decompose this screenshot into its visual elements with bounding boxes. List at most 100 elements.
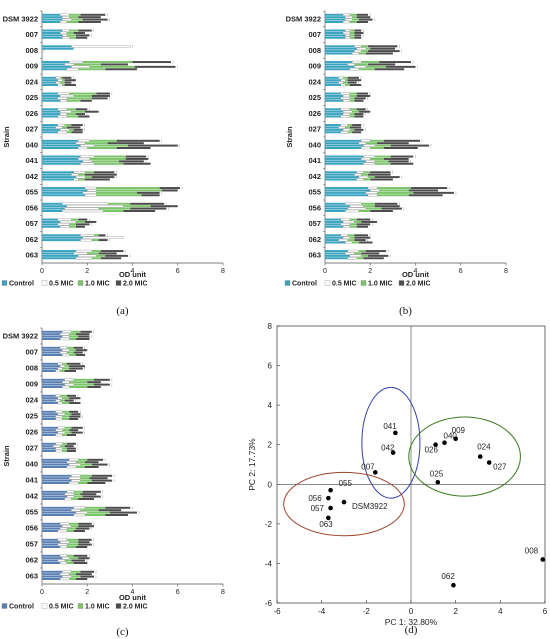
bar-segment — [55, 442, 63, 445]
bar-segment — [325, 131, 341, 134]
bar-segment — [69, 128, 74, 131]
bar-segment — [42, 225, 61, 228]
bar-segment — [367, 50, 400, 53]
bar-segment — [123, 210, 156, 212]
bar-segment — [42, 81, 56, 84]
bar-segment — [87, 511, 110, 514]
pca-point-label: 040 — [444, 432, 458, 441]
bar-segment — [64, 207, 99, 210]
bar-segment — [73, 490, 83, 493]
bar-segment — [42, 386, 63, 388]
bar-segment — [69, 333, 76, 336]
bar-segment — [42, 131, 58, 134]
strain-label: 055 — [25, 508, 38, 517]
bar-segment — [55, 399, 61, 402]
bar-segment — [71, 18, 83, 21]
bar-segment — [69, 458, 79, 461]
bar-segment — [354, 34, 362, 37]
legend-swatch — [77, 280, 84, 286]
bar-segment — [66, 346, 74, 349]
bar-segment — [325, 61, 353, 64]
bar-segment — [363, 171, 371, 174]
bar-segment — [325, 31, 344, 34]
bar-segment — [42, 21, 61, 23]
bar-segment — [66, 68, 79, 71]
strain-label: 062 — [25, 235, 38, 244]
bar-segment — [42, 378, 65, 381]
bar-segment — [349, 68, 360, 71]
x-tick-label: 8 — [221, 589, 225, 596]
strain-label: 042 — [308, 172, 321, 181]
bar-segment — [66, 434, 76, 436]
bar-segment — [73, 378, 95, 381]
bar-segment — [345, 18, 353, 21]
bar-segment — [62, 381, 70, 384]
bar-segment — [358, 68, 375, 71]
bar-segment — [75, 108, 88, 111]
bar-segment — [325, 128, 344, 131]
bar-segment — [78, 543, 92, 546]
bar-segment — [62, 202, 108, 205]
bar-segment — [91, 250, 101, 253]
bar-segment — [59, 110, 72, 113]
bar-segment — [325, 79, 341, 82]
bar-segment — [349, 21, 357, 23]
bar-segment — [89, 157, 126, 160]
bar-segment — [42, 34, 63, 37]
bar-segment — [84, 176, 92, 179]
bar-segment — [130, 202, 165, 205]
bar-segment — [78, 538, 92, 541]
bar-segment — [59, 545, 68, 549]
bar-segment — [325, 34, 346, 37]
bar-segment — [363, 162, 375, 165]
bar-segment — [64, 365, 70, 368]
bar-segment — [75, 349, 88, 352]
bar-segment — [73, 94, 92, 97]
bar-segment — [356, 218, 371, 221]
bar-segment — [356, 21, 368, 23]
bar-segment — [71, 65, 90, 68]
pca-point-label: 057 — [311, 504, 325, 513]
bar-segment — [75, 142, 86, 145]
bar-segment — [347, 79, 362, 82]
bar-segment — [325, 234, 341, 237]
bar-segment — [42, 139, 79, 142]
bar-segment — [64, 399, 74, 402]
pca-point-label: 024 — [477, 443, 491, 452]
bar-segment — [64, 383, 74, 386]
bar-segment — [55, 429, 63, 432]
bar-segment — [358, 142, 366, 145]
bar-segment — [361, 173, 368, 176]
bar-segment — [377, 142, 409, 145]
bar-segment — [42, 84, 58, 86]
bar-segment — [367, 254, 389, 257]
bar-segment — [78, 157, 90, 161]
bar-segment — [62, 575, 72, 578]
bar-segment — [410, 187, 448, 190]
strain-label: 063 — [308, 251, 321, 260]
bar-segment — [367, 194, 378, 197]
bar-segment — [347, 239, 355, 242]
bar-segment — [42, 541, 61, 544]
bar-segment — [94, 171, 115, 174]
bar-segment — [84, 466, 99, 468]
bar-segment — [347, 257, 357, 260]
bar-segment — [42, 349, 63, 352]
bar-segment — [325, 254, 350, 257]
legend-swatch — [1, 603, 8, 609]
bar-segment — [42, 431, 58, 434]
bar-segment — [42, 410, 56, 413]
bar-segment — [325, 108, 341, 111]
bar-segment — [342, 225, 351, 228]
bar-segment — [71, 45, 131, 48]
bar-segment — [338, 238, 348, 242]
bar-segment — [42, 155, 81, 158]
bar-segment — [84, 178, 110, 181]
bar-segment — [42, 434, 56, 436]
pca-point-label: 007 — [361, 462, 375, 471]
bar-segment — [361, 139, 371, 142]
bar-segment — [42, 426, 58, 429]
strain-label: 062 — [25, 556, 38, 565]
bar-segment — [89, 65, 135, 68]
bar-segment — [42, 514, 74, 516]
